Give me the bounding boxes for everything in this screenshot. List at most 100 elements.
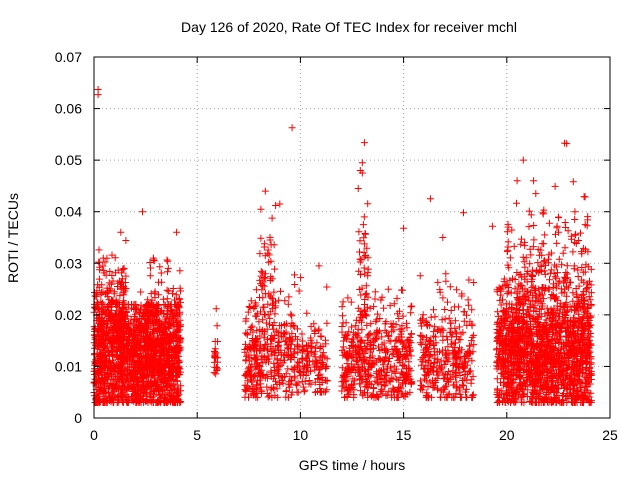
data-point (449, 349, 457, 357)
data-point (467, 376, 475, 384)
data-point (93, 299, 101, 307)
data-point (175, 295, 183, 303)
data-point (402, 355, 410, 363)
data-point (455, 347, 463, 355)
data-point (307, 342, 315, 350)
data-point (395, 315, 403, 322)
data-point (170, 343, 178, 351)
data-point (94, 281, 102, 289)
data-point (311, 353, 319, 361)
data-point (156, 362, 164, 370)
data-point (267, 386, 275, 394)
data-point (119, 378, 127, 386)
data-point (150, 330, 158, 338)
data-point (456, 390, 464, 398)
data-point (105, 358, 113, 365)
data-point (543, 304, 551, 312)
data-point (285, 293, 293, 301)
data-point (349, 364, 357, 372)
data-point (97, 322, 104, 330)
data-point (285, 381, 293, 389)
data-point (256, 376, 264, 384)
data-point (246, 304, 254, 311)
data-point (165, 342, 173, 350)
data-point (264, 311, 272, 319)
data-point (373, 316, 381, 324)
data-point (138, 326, 146, 334)
data-point (311, 378, 319, 386)
data-point (275, 349, 283, 357)
data-point (163, 295, 171, 303)
data-point (430, 359, 438, 367)
data-point (434, 278, 442, 286)
data-point (366, 339, 374, 346)
data-point (359, 364, 366, 372)
data-point (396, 373, 404, 381)
data-point (467, 337, 475, 345)
data-point (116, 351, 124, 359)
data-point (244, 308, 252, 316)
data-point (586, 296, 594, 304)
data-point (439, 332, 447, 340)
data-point (144, 365, 152, 373)
data-point (460, 375, 468, 383)
data-point (265, 258, 273, 266)
data-point (439, 326, 447, 334)
data-point (449, 393, 457, 401)
data-point (275, 337, 283, 345)
data-point (291, 271, 298, 279)
data-point (294, 358, 302, 366)
data-point (379, 357, 387, 365)
data-point (356, 248, 363, 256)
data-point (120, 380, 128, 388)
data-point (170, 333, 177, 341)
data-point (419, 336, 427, 344)
data-point (307, 367, 314, 375)
data-point (339, 374, 347, 382)
data-point (271, 310, 279, 318)
data-point (274, 328, 282, 336)
data-point (284, 341, 292, 349)
data-point (253, 347, 260, 355)
data-point (536, 393, 544, 401)
data-point (246, 344, 253, 352)
data-point (389, 350, 397, 358)
data-point (438, 316, 446, 324)
data-point (260, 274, 268, 281)
data-point (312, 362, 320, 370)
data-point (275, 341, 282, 349)
data-point (257, 386, 265, 394)
data-point (400, 340, 408, 348)
data-point (251, 390, 259, 398)
data-point (132, 317, 140, 325)
data-point (371, 377, 379, 385)
data-point (424, 362, 432, 370)
data-point (366, 379, 374, 387)
data-point (104, 389, 112, 396)
data-point (119, 352, 127, 360)
data-point (371, 288, 379, 296)
data-points (90, 86, 595, 406)
data-point (95, 246, 103, 254)
data-point (468, 333, 476, 341)
data-point (303, 309, 311, 317)
data-point (383, 329, 390, 337)
data-point (150, 349, 158, 357)
data-point (108, 393, 116, 401)
data-point (141, 337, 149, 345)
data-point (359, 390, 367, 398)
data-point (554, 385, 562, 393)
data-point (364, 293, 372, 301)
data-point (275, 296, 283, 304)
data-point (401, 377, 409, 384)
data-point (257, 355, 265, 363)
data-point (383, 391, 391, 399)
data-point (143, 317, 151, 324)
data-point (440, 375, 448, 383)
data-point (357, 338, 365, 346)
data-point (164, 287, 172, 295)
data-point (357, 291, 365, 299)
data-point (241, 381, 249, 389)
data-point (354, 342, 362, 350)
data-point (146, 333, 154, 341)
